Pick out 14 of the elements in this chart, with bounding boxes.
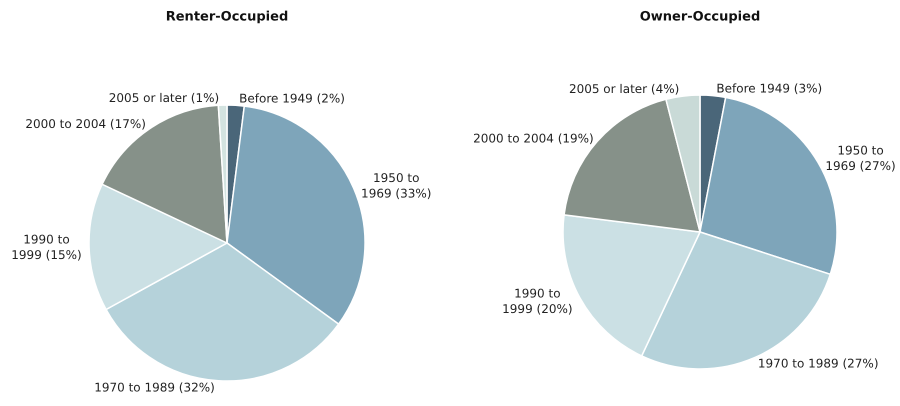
slice-label: 1990 to 1999 (15%): [11, 232, 82, 262]
slice-label: Before 1949 (2%): [239, 91, 345, 106]
chart-title: Renter-Occupied: [166, 10, 288, 25]
slice-label: 2005 or later (4%): [568, 82, 680, 96]
slice-label: Before 1949 (3%): [716, 82, 822, 96]
slice-label: 1950 to 1969 (33%): [361, 171, 432, 201]
slice-label: 1970 to 1989 (32%): [94, 380, 215, 395]
chart-title: Owner-Occupied: [640, 10, 760, 25]
slice-label: 2000 to 2004 (17%): [25, 117, 146, 132]
slice-label: 2005 or later (1%): [108, 91, 220, 106]
slice-label: 1990 to 1999 (20%): [502, 286, 573, 316]
slice-label: 1970 to 1989 (27%): [758, 356, 879, 371]
slice-label: 2000 to 2004 (19%): [473, 131, 594, 146]
slice-label: 1950 to 1969 (27%): [825, 144, 896, 174]
